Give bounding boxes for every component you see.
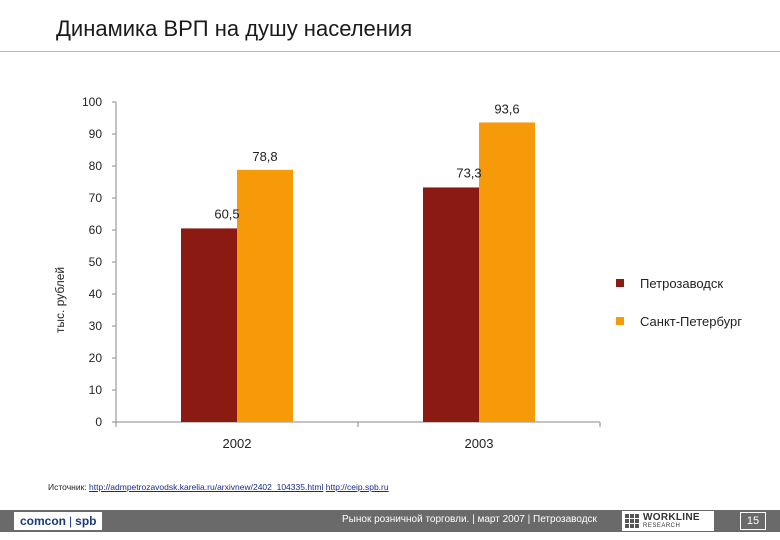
bar-spb-2002 <box>237 169 293 422</box>
comcon-logo: comcon | spb <box>14 512 103 530</box>
source-link-ceip[interactable]: http://ceip.spb.ru <box>325 482 389 492</box>
bar-petrozavodsk-2002 <box>181 228 237 422</box>
y-tick-label: 70 <box>89 191 103 205</box>
y-tick-label: 100 <box>82 95 102 109</box>
y-tick-label: 40 <box>89 287 103 301</box>
y-tick-label: 10 <box>89 383 103 397</box>
data-label: 60,5 <box>214 206 239 221</box>
footer-bar: comcon | spb Рынок розничной торговли. |… <box>0 510 780 532</box>
legend-swatch-spb <box>616 317 624 325</box>
legend-label-spb: Санкт-Петербург <box>640 314 742 329</box>
y-tick-label: 20 <box>89 351 103 365</box>
source-prefix: Источник: <box>48 482 87 492</box>
data-label: 78,8 <box>252 149 277 164</box>
workline-name: WORKLINE <box>643 512 700 523</box>
data-label: 73,3 <box>456 165 481 180</box>
logo-comcon-text: comcon <box>20 514 67 528</box>
legend-label-petrozavodsk: Петрозаводск <box>640 276 723 291</box>
source-note: Источник: http://admpetrozavodsk.karelia… <box>48 482 389 492</box>
y-axis-title: тыс. рублей <box>53 267 67 333</box>
y-tick-label: 90 <box>89 127 103 141</box>
bar-spb-2003 <box>479 122 535 422</box>
bar-chart: 0 10 20 30 40 50 60 70 80 90 100 тыс. рублей 2002 200… <box>53 95 742 451</box>
x-tick-label: 2002 <box>223 436 252 451</box>
page-number: 15 <box>740 512 766 530</box>
legend-swatch-petrozavodsk <box>616 279 624 287</box>
y-tick-label: 50 <box>89 255 103 269</box>
footer-caption: Рынок розничной торговли. | март 2007 | … <box>342 514 597 525</box>
x-tick-label: 2003 <box>465 436 494 451</box>
y-tick-label: 60 <box>89 223 103 237</box>
workline-sub: RESEARCH <box>643 523 681 529</box>
logo-separator: | <box>69 514 73 528</box>
title-divider <box>0 51 780 52</box>
data-label: 93,6 <box>494 101 519 116</box>
page-title: Динамика ВРП на душу населения <box>56 16 413 41</box>
y-tick-label: 80 <box>89 159 103 173</box>
workline-logo: WORKLINE RESEARCH <box>622 511 714 531</box>
logo-spb-text: spb <box>75 514 97 528</box>
workline-grid-icon <box>625 514 639 528</box>
y-tick-label: 0 <box>95 415 102 429</box>
source-link-petrozavodsk[interactable]: http://admpetrozavodsk.karelia.ru/arxivn… <box>89 482 324 492</box>
bar-petrozavodsk-2003 <box>423 187 479 422</box>
y-tick-label: 30 <box>89 319 103 333</box>
